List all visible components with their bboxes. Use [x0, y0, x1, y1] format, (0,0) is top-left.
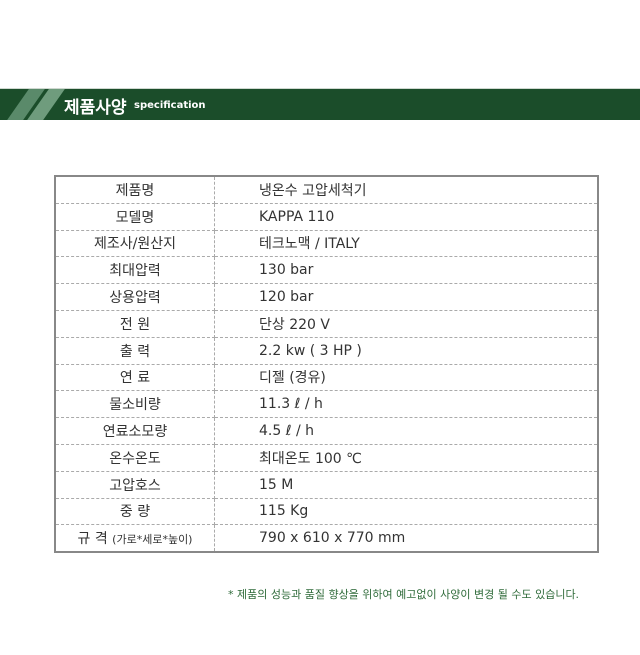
spec-value: 최대온도 100 ℃	[214, 444, 598, 472]
spec-row: 전 원 단상 220 V	[55, 310, 598, 338]
spec-label: 출 력	[55, 337, 215, 365]
spec-label: 상용압력	[55, 283, 215, 311]
spec-value: 테크노맥 / ITALY	[214, 230, 598, 258]
spec-label: 모델명	[55, 203, 215, 231]
section-subtitle: specification	[134, 100, 206, 111]
spec-value: 디젤 (경유)	[214, 364, 598, 392]
spec-label: 제조사/원산지	[55, 230, 215, 258]
spec-row: 중 량 115 Kg	[55, 498, 598, 526]
spec-value: 4.5 ℓ / h	[214, 417, 598, 445]
spec-row: 모델명 KAPPA 110	[55, 203, 598, 231]
spec-label: 온수온도	[55, 444, 215, 472]
spec-table: 제품명 냉온수 고압세척기 모델명 KAPPA 110 제조사/원산지 테크노맥 / IT…	[54, 175, 599, 554]
spec-row: 제조사/원산지 테크노맥 / ITALY	[55, 230, 598, 258]
spec-value: 11.3 ℓ / h	[214, 390, 598, 419]
spec-label: 전 원	[55, 310, 215, 338]
spec-value: 115 Kg	[214, 498, 598, 526]
spec-row: 물소비량 11.3 ℓ / h	[55, 390, 598, 419]
spec-value: 130 bar	[214, 256, 598, 285]
spec-row: 출 력 2.2 kw ( 3 HP )	[55, 337, 598, 365]
spec-row: 온수온도 최대온도 100 ℃	[55, 444, 598, 472]
spec-row: 최대압력 130 bar	[55, 256, 598, 285]
spec-row: 규 격 (가로*세로*높이) 790 x 610 x 770 mm	[55, 524, 598, 553]
spec-label: 규 격 (가로*세로*높이)	[55, 524, 215, 553]
spec-value: 2.2 kw ( 3 HP )	[214, 337, 598, 365]
spec-value: 15 M	[214, 471, 598, 499]
section-title: 제품사양	[64, 98, 127, 118]
spec-label: 연 료	[55, 364, 215, 392]
spec-label: 제품명	[55, 176, 215, 204]
spec-label-note: (가로*세로*높이)	[112, 533, 193, 547]
spec-row: 연료소모량 4.5 ℓ / h	[55, 417, 598, 445]
spec-row: 제품명 냉온수 고압세척기	[55, 176, 598, 204]
spec-value: 냉온수 고압세척기	[214, 176, 598, 204]
disclaimer-note: * 제품의 성능과 품질 향상을 위하여 예고없이 사양이 변경 될 수도 있습…	[228, 588, 580, 601]
spec-label: 연료소모량	[55, 417, 215, 445]
spec-row: 고압호스 15 M	[55, 471, 598, 499]
spec-row: 상용압력 120 bar	[55, 283, 598, 311]
spec-row: 연 료 디젤 (경유)	[55, 364, 598, 392]
spec-label: 중 량	[55, 498, 215, 526]
spec-value: 120 bar	[214, 283, 598, 311]
spec-value: 790 x 610 x 770 mm	[214, 524, 598, 553]
spec-label: 고압호스	[55, 471, 215, 499]
spec-label: 물소비량	[55, 390, 215, 419]
spec-value: KAPPA 110	[214, 203, 598, 231]
spec-value: 단상 220 V	[214, 310, 598, 338]
section-banner: 제품사양 specification	[0, 88, 640, 120]
spec-label: 최대압력	[55, 256, 215, 285]
